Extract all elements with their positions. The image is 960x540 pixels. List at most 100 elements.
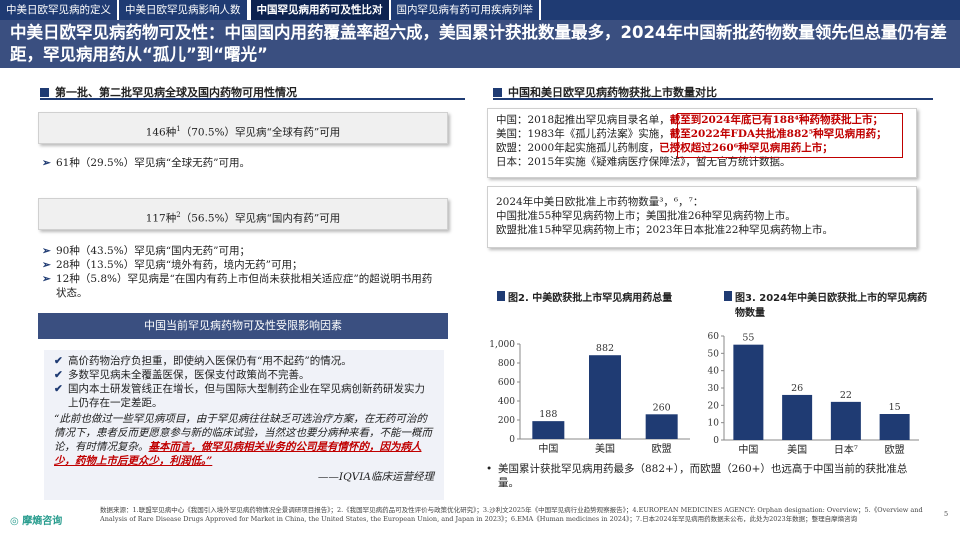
row-label: 欧盟： bbox=[496, 142, 528, 154]
approval-2024-box: 2024年中美日欧批准上市药物数量³，⁶，⁷： 中国批准55种罕见病药物上市；美… bbox=[487, 186, 917, 248]
list-item: ➢ 28种（13.5%）罕见病“境外有药，境内无药”可用； bbox=[42, 258, 442, 272]
bar bbox=[645, 414, 678, 439]
domestic-count: 117种 bbox=[145, 212, 177, 225]
row-text: 2018起推出罕见病目录名单， bbox=[527, 114, 670, 126]
global-sup: 1 bbox=[176, 125, 181, 133]
tab-affected-population[interactable]: 中美日欧罕见病影响人数 bbox=[119, 0, 249, 20]
data-label: 260 bbox=[653, 402, 671, 413]
y-tick-label: 10 bbox=[708, 419, 720, 429]
y-tick-label: 600 bbox=[498, 378, 515, 388]
divider bbox=[493, 98, 933, 100]
bar bbox=[782, 394, 813, 440]
factor-item: ✔ 多数罕见病未全覆盖医保，医保支付政策尚不完善。 bbox=[54, 368, 434, 382]
arrow-icon: ➢ bbox=[42, 157, 51, 169]
y-tick-label: 800 bbox=[498, 359, 515, 369]
domestic-sup: 2 bbox=[176, 211, 181, 219]
approval-row-china: 中国：2018起推出罕见病目录名单，截至到2024年底已有188⁴种药物获批上市… bbox=[496, 113, 908, 127]
category-label: 中国 bbox=[738, 443, 758, 456]
chart-note: • 美国累计获批罕见病用药最多（882+），而欧盟（260+）也远高于中国当前的获… bbox=[486, 462, 926, 490]
page-number: 5 bbox=[944, 510, 949, 518]
approval-2024-line: 中国批准55种罕见病药物上市；美国批准26种罕见病药物上市。 bbox=[496, 210, 796, 222]
check-icon: ✔ bbox=[54, 355, 63, 367]
factor-text: 国内本土研发管线正在增长，但与国际大型制药企业在罕见病创新药研发实力上仍存在一定… bbox=[68, 383, 425, 409]
section-global-domestic: 第一批、第二批罕见病全球及国内药物可用性情况 bbox=[40, 84, 460, 100]
data-label: 882 bbox=[596, 343, 614, 354]
chart-icon bbox=[497, 291, 505, 301]
chart1-svg: 0 200 400 600 800 1,000 188 中国 882 美国 260 欧盟 bbox=[489, 340, 690, 455]
factors-box: ✔ 高价药物治疗负担重，即使纳入医保仍有“用不起药”的情况。 ✔ 多数罕见病未全覆盖… bbox=[44, 350, 444, 500]
top-tabs: 中美日欧罕见病的定义 中美日欧罕见病影响人数 中国罕见病用药可及性比对 国内罕见… bbox=[0, 0, 960, 20]
quote-highlight: 基本而言，做罕见病相关业务的公司是有情怀的，因为病人少，药物上市后更众少，利润低… bbox=[54, 441, 422, 467]
page-title: 中美日欧罕见病药物可及性：中国国内用药覆盖率超六成，美国累计获批数量最多，202… bbox=[0, 20, 960, 68]
approval-box: 中国：2018起推出罕见病目录名单，截至到2024年底已有188⁴种药物获批上市… bbox=[487, 108, 917, 178]
domestic-drug-box: 117种2（56.5%）罕见病“国内有药”可用 bbox=[38, 198, 448, 230]
factors-banner: 中国当前罕见病药物可及性受限影响因素 bbox=[38, 313, 448, 339]
global-count: 146种 bbox=[145, 126, 177, 139]
category-label: 日本⁷ bbox=[834, 443, 858, 456]
data-label: 26 bbox=[791, 383, 803, 394]
chart-icon bbox=[724, 291, 732, 301]
row-label: 美国： bbox=[496, 128, 528, 140]
row-highlight: 已授权超过260⁶种罕见病用药上市； bbox=[659, 142, 833, 154]
tab-diseases-list[interactable]: 国内罕见病有药可用疾病列举 bbox=[391, 0, 541, 20]
category-label: 欧盟 bbox=[885, 444, 905, 456]
data-label: 15 bbox=[889, 402, 901, 413]
y-tick-label: 200 bbox=[498, 416, 515, 426]
factor-item: ✔ 国内本土研发管线正在增长，但与国际大型制药企业在罕见病创新药研发实力上仍存在一… bbox=[54, 382, 434, 410]
section-title: 第一批、第二批罕见病全球及国内药物可用性情况 bbox=[55, 86, 297, 99]
row-label: 日本： bbox=[496, 156, 528, 168]
approval-2024-line: 2024年中美日欧批准上市药物数量³，⁶，⁷： bbox=[496, 196, 704, 208]
approval-row-eu: 欧盟：2000年起实施孤儿药制度，已授权超过260⁶种罕见病用药上市； bbox=[496, 141, 908, 155]
y-tick-label: 1,000 bbox=[489, 340, 515, 350]
y-tick-label: 40 bbox=[708, 367, 720, 377]
chart2-title-text: 图3. 2024年中美日欧获批上市的罕见病药物数量 bbox=[735, 293, 928, 319]
row-label: 中国： bbox=[496, 114, 528, 126]
tab-definition[interactable]: 中美日欧罕见病的定义 bbox=[0, 0, 119, 20]
tab-accessibility[interactable]: 中国罕见病用药可及性比对 bbox=[248, 0, 391, 20]
bar bbox=[589, 355, 621, 439]
chart1-title-text: 图2. 中美欧获批上市罕见病用药总量 bbox=[508, 293, 673, 304]
y-tick-label: 20 bbox=[708, 401, 720, 411]
bullet-icon: • bbox=[486, 463, 493, 475]
y-tick-label: 50 bbox=[708, 349, 720, 359]
chart1-title: 图2. 中美欧获批上市罕见病用药总量 bbox=[497, 289, 697, 304]
factor-text: 多数罕见病未全覆盖医保，医保支付政策尚不完善。 bbox=[68, 369, 310, 381]
list-item-text: 12种（5.8%）罕见病是“在国内有药上市但尚未获批相关适应症”的超说明书用药状… bbox=[56, 273, 433, 299]
y-tick-label: 0 bbox=[713, 436, 719, 446]
chart2-title: 图3. 2024年中美日欧获批上市的罕见病药物数量 bbox=[724, 289, 929, 319]
section-square-icon bbox=[40, 87, 49, 97]
row-highlight: 截至到2024年底已有188⁴种药物获批上市； bbox=[669, 114, 883, 126]
check-icon: ✔ bbox=[54, 369, 63, 381]
bar bbox=[532, 421, 565, 439]
domestic-lines: ➢ 90种（43.5%）罕见病“国内无药”可用； ➢ 28种（13.5%）罕见病“境… bbox=[42, 244, 442, 300]
divider bbox=[40, 98, 465, 100]
global-no-drug-text: 61种（29.5%）罕见病“全球无药”可用。 bbox=[56, 157, 250, 169]
interview-quote: “此前也做过一些罕见病项目，由于罕见病往往缺乏可选治疗方案，在无药可治的情况下，… bbox=[54, 412, 434, 468]
category-label: 美国 bbox=[595, 442, 615, 455]
approval-row-us: 美国：1983年《孤儿药法案》实施，截至2022年FDA共批准882⁵种罕见病用… bbox=[496, 127, 908, 141]
approval-2024-line: 欧盟批准15种罕见病药物上市；2023年日本批准22种罕见病药物上市。 bbox=[496, 224, 833, 236]
category-label: 中国 bbox=[538, 442, 558, 455]
domestic-rest: （56.5%）罕见病“国内有药”可用 bbox=[180, 212, 341, 225]
y-tick-label: 60 bbox=[708, 332, 720, 342]
check-icon: ✔ bbox=[54, 383, 63, 395]
row-highlight: 截至2022年FDA共批准882⁵种罕见病用药； bbox=[669, 128, 887, 140]
factor-text: 高价药物治疗负担重，即使纳入医保仍有“用不起药”的情况。 bbox=[68, 355, 352, 367]
category-label: 美国 bbox=[787, 443, 807, 456]
quote-author: ——IQVIA临床运营经理 bbox=[317, 471, 434, 483]
data-label: 188 bbox=[539, 409, 557, 420]
list-item: ➢ 90种（43.5%）罕见病“国内无药”可用； bbox=[42, 244, 442, 258]
bar bbox=[879, 414, 910, 440]
row-text: 2015年实施《疑难病医疗保障法》，暂无官方统计数据。 bbox=[527, 156, 791, 168]
list-item-text: 90种（43.5%）罕见病“国内无药”可用； bbox=[56, 245, 250, 257]
list-item: ➢ 12种（5.8%）罕见病是“在国内有药上市但尚未获批相关适应症”的超说明书用药… bbox=[42, 272, 442, 300]
chart2-svg: 0 10 20 30 40 50 60 55 中国 26 美国 22 日本⁷ 15 欧盟 bbox=[708, 332, 919, 456]
global-no-drug-line: ➢ 61种（29.5%）罕见病“全球无药”可用。 bbox=[42, 156, 462, 170]
data-label: 55 bbox=[742, 333, 754, 344]
y-tick-label: 30 bbox=[708, 384, 720, 394]
list-item-text: 28种（13.5%）罕见病“境外有药，境内无药”可用； bbox=[56, 259, 303, 271]
data-label: 22 bbox=[840, 390, 852, 401]
bar bbox=[830, 401, 861, 440]
row-text: 1983年《孤儿药法案》实施， bbox=[527, 128, 670, 140]
section-square-icon bbox=[493, 87, 502, 97]
